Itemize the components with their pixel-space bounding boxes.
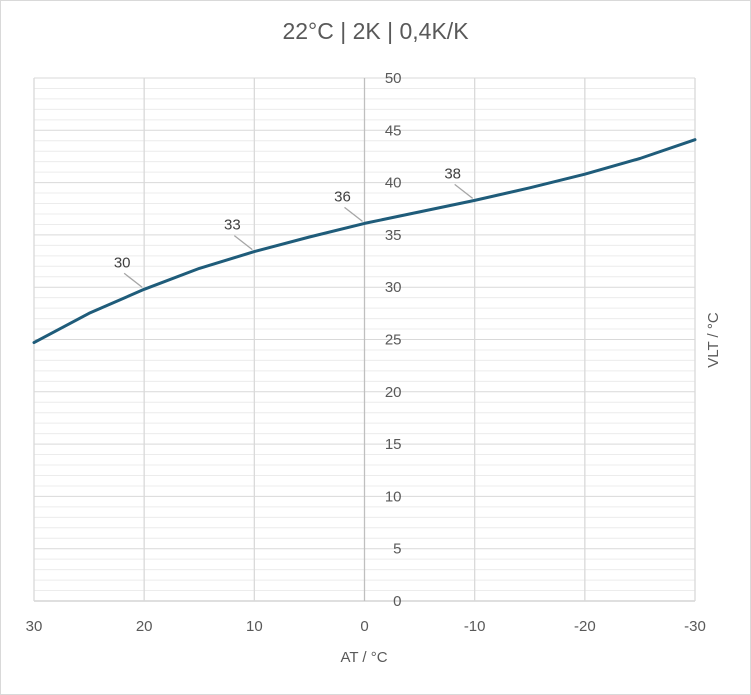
leader-line	[233, 235, 253, 251]
x-tick-label: 0	[360, 618, 368, 635]
y-tick-label: 50	[385, 70, 402, 87]
y-tick-label: 0	[393, 593, 401, 610]
x-axis-label: AT / °C	[340, 649, 387, 666]
series-line	[32, 138, 697, 345]
y-tick-label: 10	[385, 488, 402, 505]
leader-line	[454, 183, 474, 199]
y-tick-label: 30	[385, 279, 402, 296]
y-tick-label: 20	[385, 384, 402, 401]
y-tick-label: 35	[385, 227, 402, 244]
x-tick-label: 30	[26, 618, 43, 635]
y-tick-label: 40	[385, 175, 402, 192]
data-label: 33	[224, 217, 241, 234]
x-tick-label: -30	[684, 618, 706, 635]
x-tick-labels: 30 20 10 0 -10 -20 -30	[26, 618, 706, 635]
leader-line	[344, 206, 363, 222]
y-tick-labels: 0 5 10 15 20 25 30 35 40 45 50	[385, 70, 402, 610]
y-tick-label: 25	[385, 332, 402, 349]
x-tick-label: -10	[464, 618, 486, 635]
leader-line	[123, 272, 143, 288]
chart-title: 22°C | 2K | 0,4K/K	[282, 18, 469, 44]
major-gridlines	[33, 77, 696, 602]
x-tick-label: -20	[574, 618, 596, 635]
data-label: 36	[334, 188, 351, 205]
x-tick-label: 20	[136, 618, 153, 635]
data-label: 38	[444, 165, 461, 182]
y-tick-label: 5	[393, 541, 401, 558]
data-label: 30	[114, 254, 131, 271]
data-labels: 30 33 36 38	[114, 165, 474, 288]
y-tick-label: 45	[385, 122, 402, 139]
y-tick-label: 15	[385, 436, 402, 453]
series-group	[32, 138, 697, 345]
x-tick-label: 10	[246, 618, 263, 635]
y-axis-label: VLT / °C	[705, 312, 722, 368]
